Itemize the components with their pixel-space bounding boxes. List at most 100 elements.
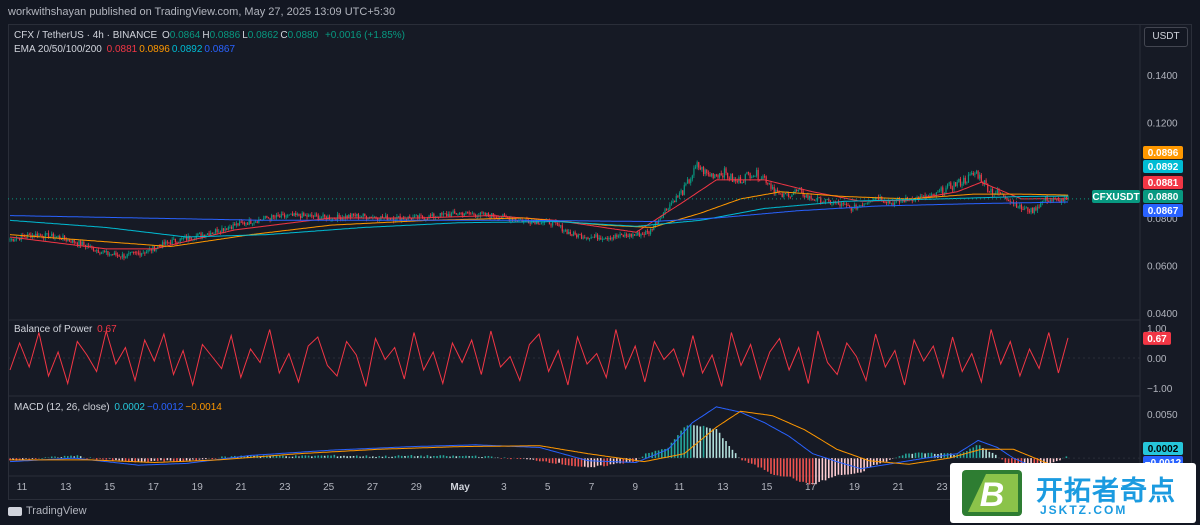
chart-frame[interactable] [8, 24, 1192, 500]
candle-body [584, 237, 586, 239]
macd-hist-bar [76, 455, 79, 459]
candle-body [247, 223, 249, 225]
candle-body [51, 233, 53, 237]
candle-body [258, 219, 260, 223]
candle-body [293, 213, 295, 216]
candle-body [238, 221, 241, 226]
candle-body [210, 233, 212, 236]
macd-hist-bar [715, 428, 718, 459]
candle-body [356, 213, 358, 217]
candle-body [842, 203, 844, 205]
candle-body [771, 187, 774, 189]
candle-body [115, 252, 117, 256]
candle-body [649, 228, 652, 234]
candle-body [574, 232, 576, 235]
candle-body [789, 196, 791, 198]
candle-body [635, 234, 637, 236]
candle-body [807, 195, 809, 198]
candle-body [155, 248, 157, 251]
macd-hist-bar [555, 458, 557, 464]
macd-hist-bar [519, 458, 522, 460]
candle-body [964, 177, 966, 184]
macd-hist-bar [272, 455, 275, 459]
macd-hist-bar [461, 456, 464, 459]
macd-hist-bar [79, 456, 82, 459]
candle-body [423, 218, 425, 220]
candle-body [139, 252, 141, 256]
candle-body [820, 197, 822, 204]
candle-body [535, 220, 538, 225]
candle-body [76, 243, 79, 246]
candle-body [142, 252, 144, 254]
candle-body [702, 166, 705, 175]
macd-hist-bar [766, 458, 769, 472]
candle-body [903, 200, 905, 203]
candle-body [235, 223, 237, 226]
candle-body [773, 187, 775, 194]
macd-hist-bar [355, 455, 358, 459]
candle-body [81, 241, 83, 246]
watermark-logo-icon: B [962, 470, 1022, 516]
candle-body [601, 239, 604, 240]
candle-body [860, 205, 862, 206]
candle-body [600, 237, 602, 240]
candle-body [868, 202, 870, 204]
candle-body [646, 231, 648, 233]
candle-body [743, 181, 745, 183]
candle-body [985, 180, 987, 184]
candle-body [484, 212, 486, 216]
macd-hist-bar [1049, 458, 1052, 466]
candle-body [203, 234, 205, 237]
candle-body [727, 172, 729, 178]
candle-body [845, 204, 848, 206]
candle-body [884, 201, 886, 203]
candle-body [483, 212, 485, 214]
candle-body [921, 196, 923, 197]
candle-body [1038, 206, 1040, 208]
macd-hist-bar [44, 457, 47, 459]
candle-body [234, 224, 236, 226]
time-tick-label: 15 [761, 482, 773, 493]
symbol-title: CFX / TetherUS · 4h · BINANCE [14, 30, 158, 41]
candle-body [691, 175, 693, 180]
top-bar: workwithshayan published on TradingView.… [0, 0, 1200, 24]
candle-body [580, 234, 583, 239]
candle-body [112, 254, 114, 256]
macd-hist-bar [927, 452, 930, 459]
candle-body [945, 187, 947, 194]
macd-hist-bar [725, 441, 727, 459]
candle-body [762, 176, 764, 179]
candle-body [560, 225, 562, 227]
candle-body [937, 191, 939, 193]
candle-body [969, 173, 971, 175]
candle-body [641, 233, 644, 235]
candle-body [250, 219, 252, 224]
candle-body [566, 230, 568, 235]
macd-hist-bar [516, 458, 519, 459]
chart-canvas[interactable]: 0.14000.12000.08000.06000.04000.08960.08… [0, 0, 1200, 500]
macd-hist-bar [901, 455, 904, 459]
candle-body [930, 194, 933, 196]
macd-hist-bar [824, 458, 827, 481]
candle-body [198, 233, 201, 235]
ema-legend: EMA 20/50/100/200 0.0881 0.0896 0.0892 0.08… [14, 44, 239, 55]
candle-body [967, 174, 970, 183]
candle-body [791, 194, 793, 198]
currency-unit-button[interactable]: USDT [1144, 27, 1188, 47]
candle-body [96, 250, 98, 251]
macd-hist-bar [150, 458, 153, 462]
candle-body [707, 173, 709, 175]
macd-hist-bar [779, 458, 782, 477]
price-axis-label: 0.0881 [1148, 178, 1179, 189]
tradingview-brand[interactable]: TradingView [8, 505, 87, 517]
macd-hist-bar [978, 445, 981, 459]
candle-body [179, 238, 181, 242]
time-tick-label: 19 [192, 482, 204, 493]
candle-body [473, 213, 475, 215]
candle-body [52, 233, 54, 239]
macd-hist-bar [526, 458, 528, 460]
candle-body [942, 187, 944, 196]
candle-body [312, 216, 315, 218]
candle-body [105, 251, 107, 253]
macd-hist-bar [529, 458, 531, 460]
